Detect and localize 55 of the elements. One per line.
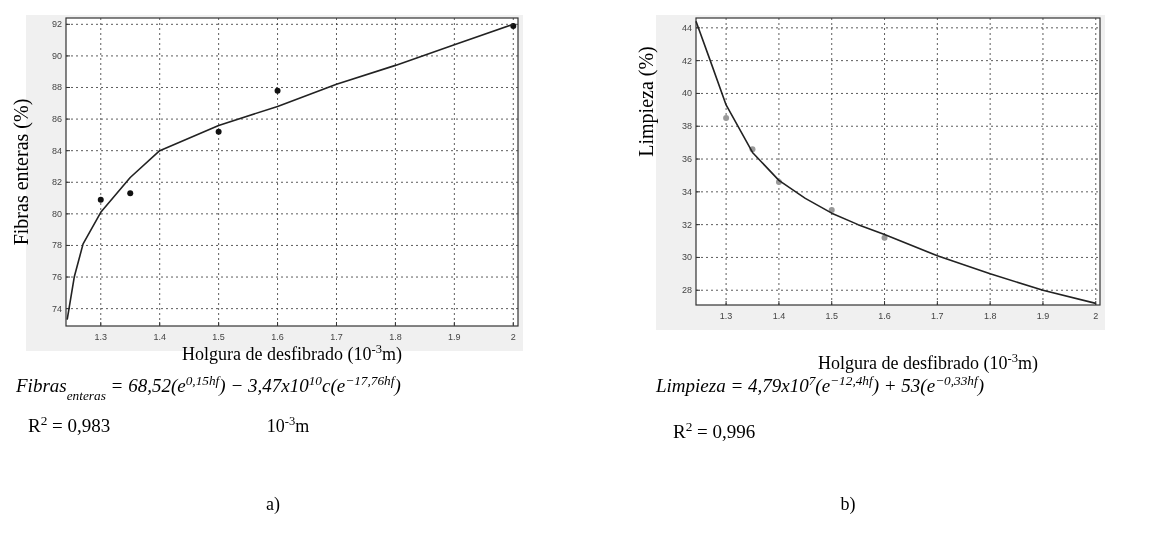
x-tick-label: 2 bbox=[1093, 311, 1099, 321]
text: Limpieza = 4,79x10$^{7}$(e$^{−12,4hf}$) + 53(e$^{−0,33hf}$) bbox=[655, 372, 985, 397]
y-tick-label: 44 bbox=[681, 22, 692, 33]
y-tick-label: 92 bbox=[51, 19, 62, 30]
x-tick-label: 1.7 bbox=[931, 311, 944, 321]
y-tick-label: 34 bbox=[681, 186, 692, 197]
point bbox=[97, 196, 104, 203]
line-series bbox=[66, 23, 515, 321]
x-tick-label: 1.3 bbox=[94, 332, 108, 342]
x-tick-label: 1.9 bbox=[1036, 311, 1050, 321]
y-tick-label: 74 bbox=[51, 303, 62, 314]
x-tick-label: 1.8 bbox=[389, 332, 402, 342]
x-tick-label: 2 bbox=[510, 332, 516, 342]
point bbox=[127, 190, 134, 197]
y-tick-label: 88 bbox=[51, 82, 62, 93]
line-series bbox=[695, 20, 1097, 305]
y-tick-label: 30 bbox=[681, 252, 692, 263]
text: 10$^{-3}$m bbox=[266, 414, 310, 436]
y-tick-label: 42 bbox=[681, 55, 692, 66]
y-tick-label: 76 bbox=[51, 272, 62, 283]
y-axis-title: Fibras enteras (%) bbox=[10, 98, 33, 246]
x-axis-title: Holgura de desfibrado (10$^{-3}$m) bbox=[818, 351, 1038, 374]
point bbox=[723, 115, 730, 122]
x-tick-label: 1.4 bbox=[153, 332, 166, 342]
point bbox=[881, 234, 888, 241]
y-tick-label: 90 bbox=[51, 50, 62, 61]
y-axis-title: Limpieza (%) bbox=[635, 46, 658, 157]
y-tick-label: 86 bbox=[51, 114, 62, 125]
x-tick-label: 1.5 bbox=[825, 311, 838, 321]
text: R$^{2}$ = 0,996 bbox=[673, 418, 756, 442]
x-tick-label: 1.7 bbox=[330, 332, 343, 342]
y-tick-label: 38 bbox=[681, 121, 692, 132]
text: b) bbox=[840, 494, 856, 515]
y-tick-label: 84 bbox=[51, 145, 62, 156]
y-tick-label: 80 bbox=[51, 208, 62, 219]
y-tick-label: 82 bbox=[51, 177, 62, 188]
y-tick-label: 32 bbox=[681, 219, 692, 230]
point bbox=[274, 87, 281, 94]
point bbox=[215, 128, 222, 135]
x-tick-label: 1.6 bbox=[271, 332, 284, 342]
y-tick-label: 36 bbox=[681, 154, 692, 165]
x-tick-label: 1.5 bbox=[212, 332, 225, 342]
x-tick-label: 1.4 bbox=[772, 311, 786, 321]
x-tick-label: 1.6 bbox=[878, 311, 891, 321]
y-tick-label: 78 bbox=[51, 240, 62, 251]
text: R$^{2}$ = 0,983 bbox=[28, 412, 111, 436]
text: Fibras$_{enteras}$ = 68,52(e$^{0,15hf}$) − 3,47x10$^{10}$c(e$^{−17,76hf}$) bbox=[16, 372, 401, 403]
point bbox=[828, 206, 835, 213]
x-tick-label: 1.8 bbox=[983, 311, 997, 321]
text: a) bbox=[266, 494, 280, 515]
x-axis-title: Holgura de desfibrado (10$^{-3}$m) bbox=[182, 342, 402, 365]
y-tick-label: 28 bbox=[681, 285, 692, 296]
x-tick-label: 1.9 bbox=[448, 332, 461, 342]
y-tick-label: 40 bbox=[681, 88, 692, 99]
x-tick-label: 1.3 bbox=[719, 311, 733, 321]
